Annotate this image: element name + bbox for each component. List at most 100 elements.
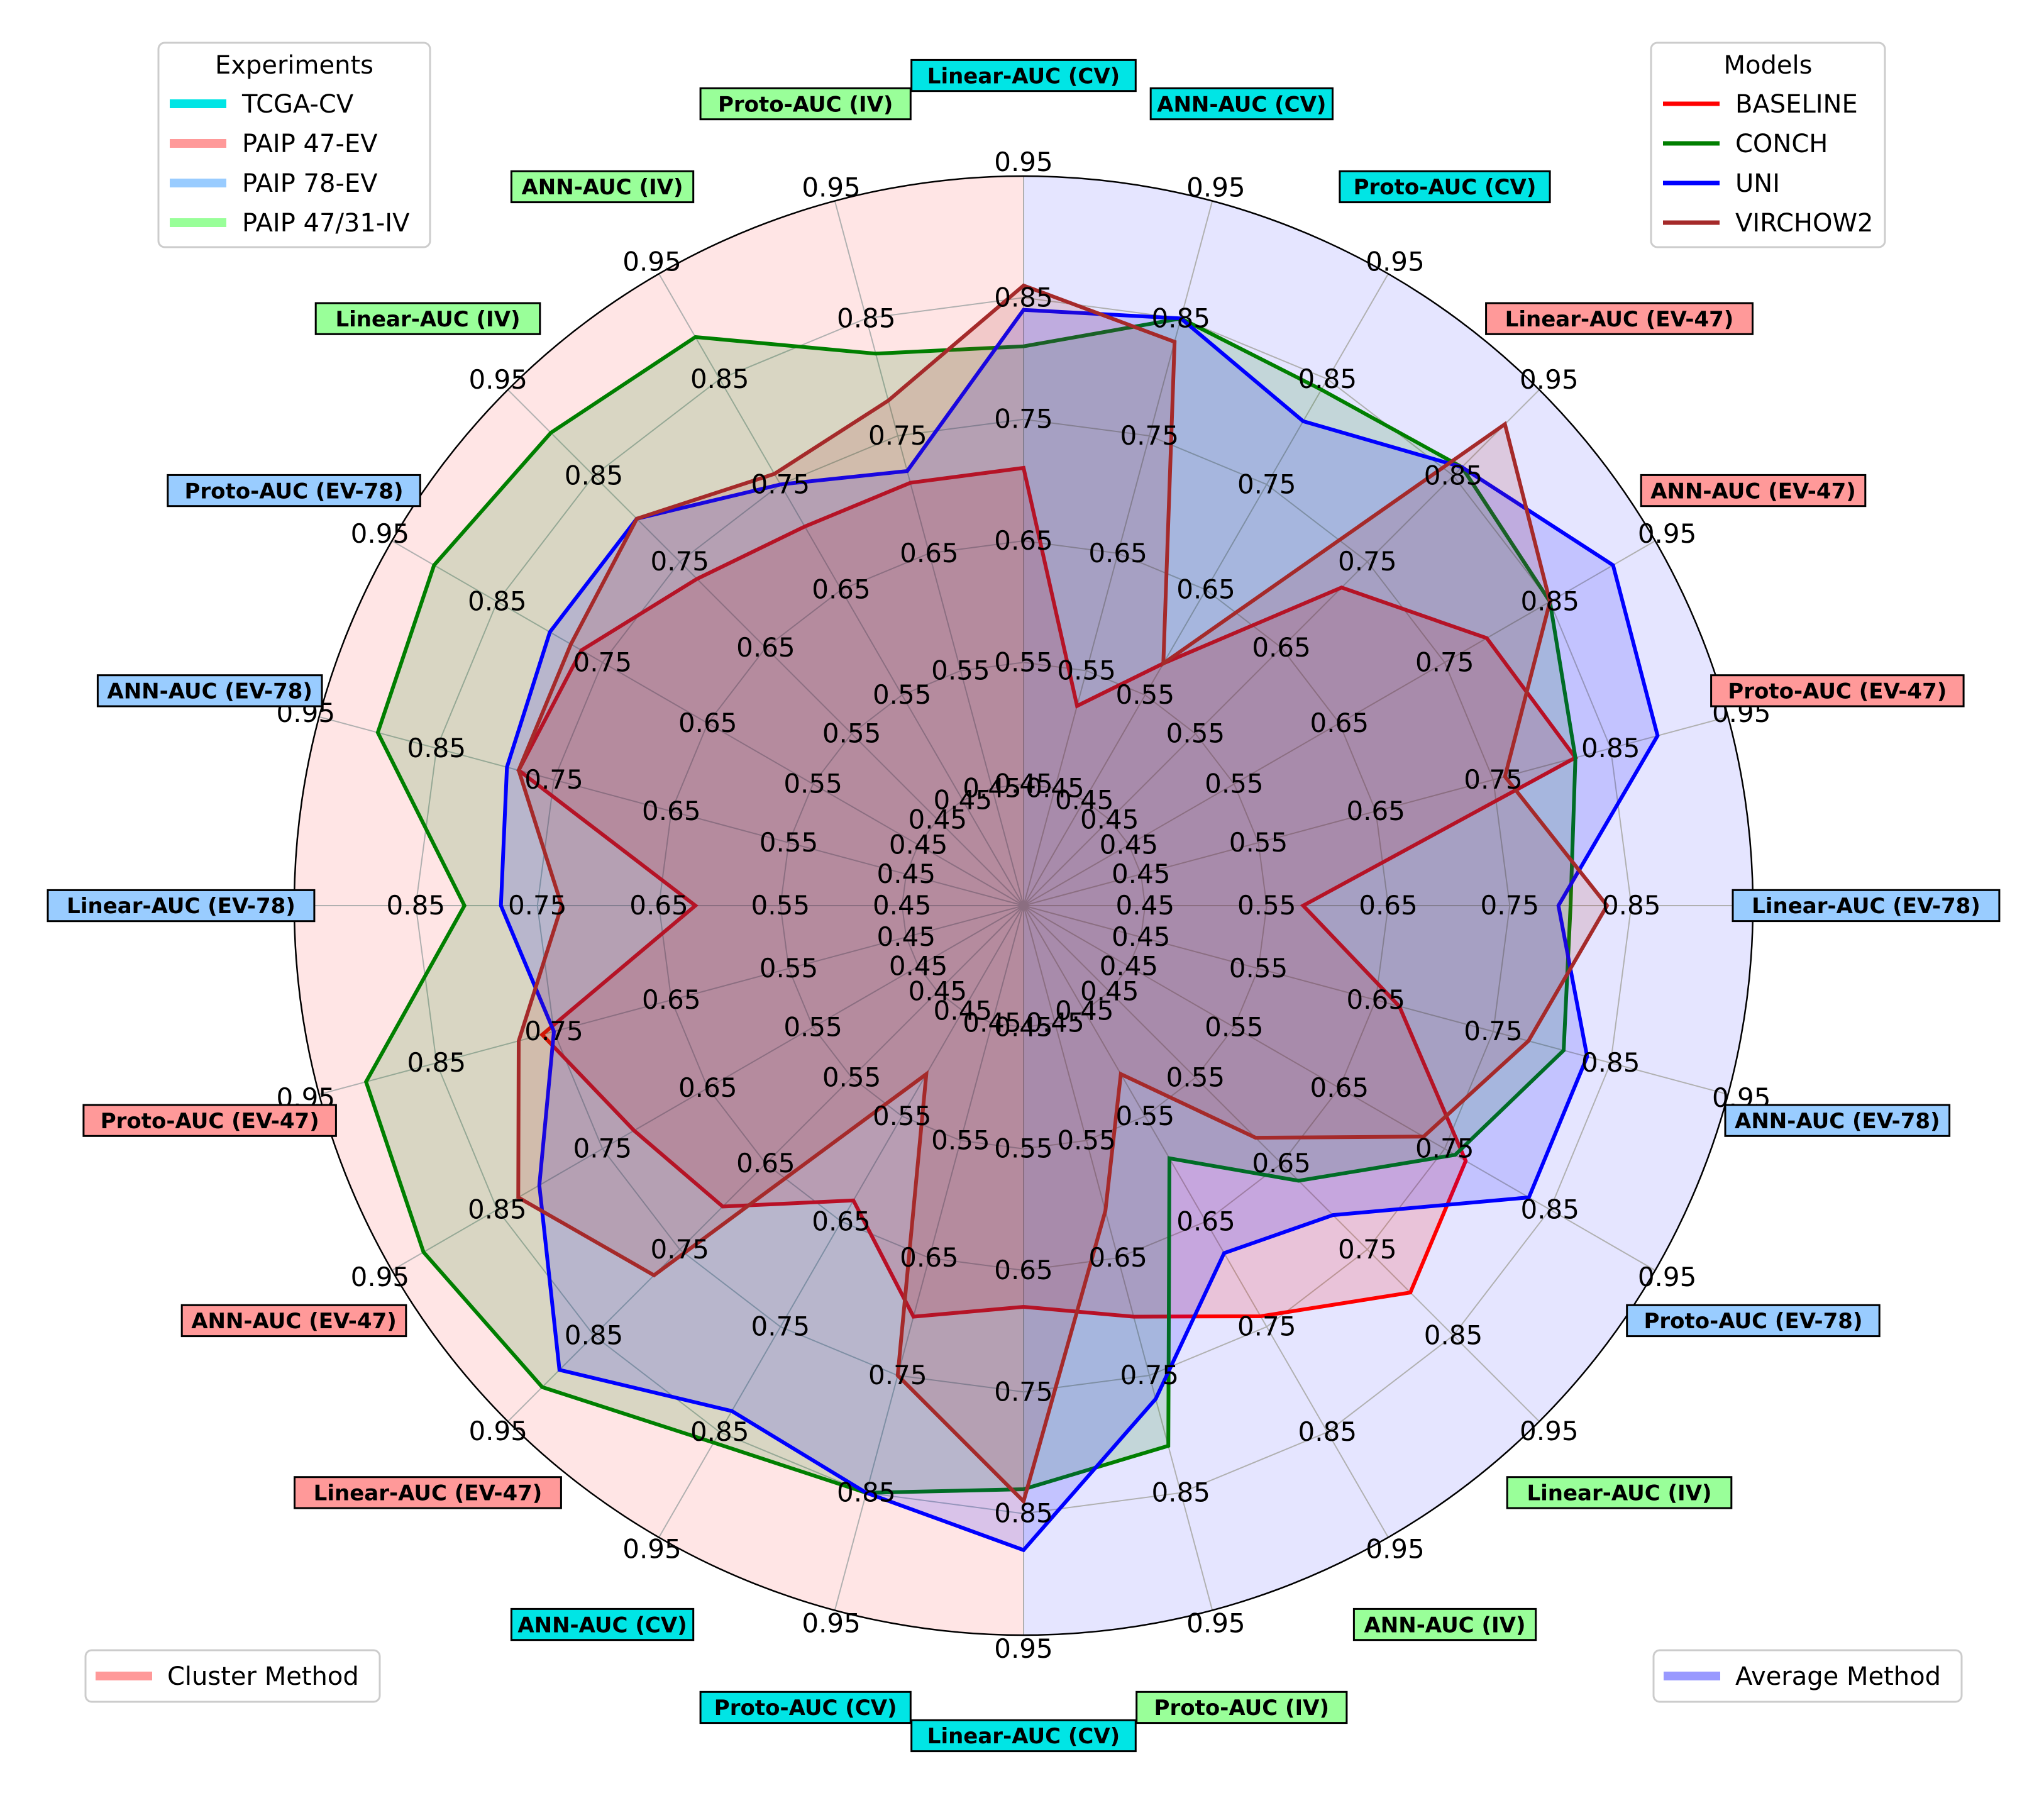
ring-tick-label: 0.75	[751, 469, 810, 499]
axis-label-box	[1724, 1104, 1951, 1137]
ring-tick-label: 0.45	[1116, 890, 1175, 921]
ring-tick-label: 0.55	[931, 655, 990, 686]
ring-tick-label: 0.45	[1055, 785, 1114, 816]
ring-tick-label: 0.85	[1520, 1194, 1579, 1224]
legend-entry: PAIP 47-EV	[242, 130, 378, 158]
method-legend: Cluster Method	[84, 1649, 381, 1703]
ring-tick-label: 0.65	[900, 1242, 959, 1273]
ring-tick-label: 0.65	[1088, 538, 1147, 569]
ring-tick-label: 0.55	[1057, 655, 1116, 686]
axis-label-text: Linear-AUC (EV-47)	[314, 1481, 543, 1506]
ring-tick-label: 0.85	[1424, 460, 1483, 491]
axis-label: ANN-AUC (EV-78)	[1724, 1104, 1951, 1137]
axis-label: Proto-AUC (IV)	[699, 87, 912, 121]
ring-tick-label: 0.75	[751, 1311, 810, 1342]
axis-label-box	[1149, 87, 1334, 121]
ring-tick-label: 0.45	[1100, 951, 1159, 982]
ring-tick-label: 0.55	[1116, 679, 1175, 710]
ring-tick-label: 0.85	[1520, 586, 1579, 617]
ring-tick-label: 0.55	[1057, 1125, 1116, 1156]
ring-tick-label: 0.95	[1638, 518, 1697, 549]
ring-tick-label: 0.75	[1120, 420, 1179, 451]
axis-label: Proto-AUC (CV)	[1339, 170, 1551, 204]
ring-tick-label: 0.95	[1366, 1534, 1425, 1565]
axis-label-box	[699, 1690, 912, 1724]
ring-tick-label: 0.65	[642, 984, 701, 1015]
ring-tick-label: 0.75	[650, 546, 709, 577]
ring-tick-labels: 0.450.450.450.450.450.450.450.450.450.45…	[251, 147, 1796, 1664]
grid-spoke	[391, 905, 1024, 1271]
ring-tick-label: 0.55	[1229, 827, 1288, 858]
ring-tick-label: 0.85	[837, 1477, 896, 1508]
method-legend-frame	[84, 1649, 381, 1703]
ring-tick-label: 0.55	[1205, 769, 1264, 799]
ring-tick-label: 0.95	[1520, 364, 1579, 395]
axis-label-box	[96, 674, 323, 708]
ring-tick-label: 0.55	[822, 1062, 881, 1092]
ring-tick-label: 0.45	[1080, 804, 1139, 835]
axis-label: Proto-AUC (IV)	[1135, 1690, 1348, 1724]
axis-label-text: ANN-AUC (EV-47)	[1650, 479, 1856, 504]
ring-tick-label: 0.65	[1359, 890, 1418, 921]
axis-label-box	[910, 1719, 1137, 1753]
grid-spoke	[658, 905, 1024, 1538]
axis-label: Proto-AUC (EV-47)	[1710, 674, 1965, 708]
legend-entry: Cluster Method	[167, 1662, 359, 1691]
axis-label-box	[82, 1104, 337, 1137]
axis-label-box	[910, 58, 1137, 92]
ring-tick-label: 0.75	[1415, 1133, 1474, 1164]
axis-label: Proto-AUC (EV-78)	[167, 474, 421, 508]
grid-spoke	[507, 389, 1024, 906]
ring-tick-label: 0.85	[1298, 364, 1357, 394]
ring-tick-label: 0.45	[994, 1011, 1053, 1042]
axis-label: Proto-AUC (CV)	[699, 1690, 912, 1724]
ring-tick-label: 0.95	[1186, 1608, 1246, 1639]
ring-tick-label: 0.65	[1252, 632, 1311, 663]
ring-tick-label: 0.85	[1581, 733, 1640, 763]
axis-label-text: Linear-AUC (EV-78)	[1752, 894, 1980, 919]
ring-tick-label: 0.55	[931, 1125, 990, 1156]
ring-tick-label: 0.45	[1055, 995, 1114, 1026]
ring-tick-label: 0.65	[812, 1206, 871, 1236]
axis-label-text: Linear-AUC (IV)	[1527, 1481, 1711, 1506]
axis-label: ANN-AUC (EV-78)	[96, 674, 323, 708]
ring-tick-label: 0.75	[1481, 890, 1540, 921]
ring-tick-label: 0.55	[1116, 1101, 1175, 1131]
axis-label-text: Proto-AUC (EV-47)	[101, 1109, 319, 1134]
axis-label-text: Linear-AUC (CV)	[927, 1724, 1120, 1749]
ring-tick-label: 0.55	[751, 890, 810, 921]
ring-tick-label: 0.95	[622, 1534, 682, 1565]
grid-spoke	[319, 716, 1024, 906]
series-virchow2	[516, 283, 1610, 1506]
ring-tick-label: 0.85	[837, 302, 896, 333]
grid-spoke	[1023, 905, 1389, 1538]
ring-tick-label: 0.65	[1310, 708, 1369, 738]
axis-label-box	[1626, 1304, 1881, 1338]
ring-tick-label: 0.95	[1520, 1416, 1579, 1446]
ring-tick-label: 0.95	[994, 1633, 1053, 1664]
ring-tick-label: 0.55	[760, 827, 819, 858]
ring-tick-label: 0.45	[1112, 858, 1171, 889]
grid-spoke	[507, 905, 1024, 1422]
ring-tick-label: 0.85	[994, 1498, 1053, 1529]
ring-tick-label: 0.85	[1581, 1047, 1640, 1078]
series-baseline	[516, 465, 1579, 1319]
ring-tick-label: 0.65	[1088, 1242, 1147, 1273]
ring-tick-label: 0.75	[994, 404, 1053, 435]
grid-spoke	[319, 905, 1024, 1096]
ring-tick-label: 0.65	[678, 1072, 737, 1103]
ring-tick-label: 0.95	[1366, 246, 1425, 277]
ring-tick-label: 0.75	[868, 1360, 927, 1390]
axis-label: ANN-AUC (CV)	[510, 1607, 695, 1641]
ring-tick-label: 0.45	[934, 785, 993, 816]
grid	[293, 175, 1754, 1636]
axis-label-text: ANN-AUC (CV)	[1157, 92, 1326, 117]
axis-label-box	[1640, 474, 1867, 508]
ring-tick-label: 0.95	[1186, 172, 1246, 203]
ring-tick-label: 0.85	[468, 1194, 527, 1224]
ring-tick-label: 0.95	[351, 1262, 410, 1292]
ring-tick-label: 0.55	[822, 718, 881, 749]
ring-tick-label: 0.75	[524, 1016, 583, 1046]
ring-tick-label: 0.65	[1176, 574, 1235, 605]
